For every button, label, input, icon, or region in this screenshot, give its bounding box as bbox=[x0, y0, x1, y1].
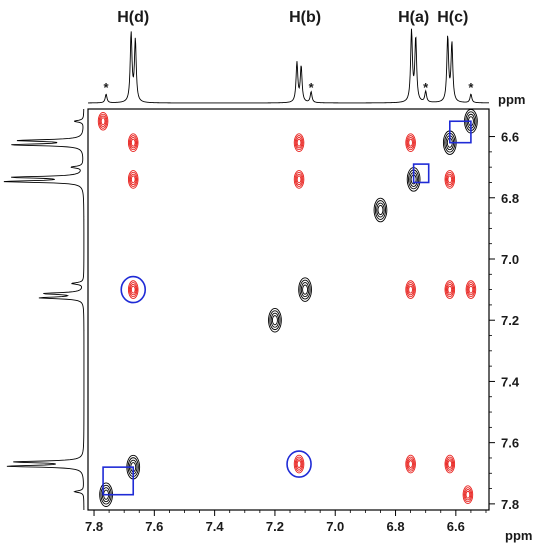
peak-label: H(c) bbox=[437, 9, 468, 26]
x-tick-label: 7.2 bbox=[266, 519, 284, 534]
cross-peak bbox=[127, 133, 139, 152]
peak-label: H(b) bbox=[289, 9, 321, 26]
x-axis-ticks: 7.8 7.6 7.4 7.2 7.0 6.8 6.6 bbox=[85, 510, 487, 534]
impurity-star: * bbox=[104, 80, 110, 95]
cross-peak bbox=[444, 170, 456, 189]
y-tick-label: 7.8 bbox=[501, 497, 519, 512]
x-tick-label: 7.0 bbox=[326, 519, 344, 534]
cross-peak bbox=[444, 454, 456, 474]
top-projection-trace bbox=[88, 28, 490, 104]
cross-peak bbox=[127, 170, 139, 189]
x-tick-label: 7.6 bbox=[145, 519, 163, 534]
plot-frame bbox=[87, 108, 490, 511]
left-projection-spectrum bbox=[3, 108, 85, 511]
cross-peak bbox=[293, 170, 305, 189]
impurity-star: * bbox=[468, 80, 474, 95]
y-tick-label: 7.4 bbox=[501, 374, 520, 389]
peak-labels: H(d) H(b) H(a) H(c) bbox=[117, 9, 468, 26]
cross-peak bbox=[97, 111, 109, 131]
cross-peak bbox=[405, 280, 416, 299]
x-tick-label: 7.4 bbox=[206, 519, 225, 534]
y-tick-label: 7.2 bbox=[501, 313, 519, 328]
highlight-circle bbox=[286, 450, 312, 478]
highlight-box bbox=[449, 120, 472, 144]
diagonal-peak bbox=[298, 277, 312, 302]
contour-peaks bbox=[97, 108, 478, 507]
diagonal-peak bbox=[373, 197, 388, 223]
cross-peak bbox=[293, 133, 305, 152]
y-tick-label: 7.0 bbox=[501, 252, 519, 267]
highlight-box bbox=[412, 163, 430, 184]
impurity-markers: * * * * bbox=[104, 80, 475, 95]
cross-peak bbox=[462, 485, 474, 504]
y-tick-label: 7.6 bbox=[501, 436, 519, 451]
cross-peak bbox=[127, 280, 139, 299]
impurity-star: * bbox=[309, 80, 315, 95]
cross-peak bbox=[293, 454, 305, 474]
peak-label: H(a) bbox=[398, 9, 429, 26]
left-projection-trace bbox=[3, 108, 85, 511]
x-axis-unit-label: ppm bbox=[505, 528, 532, 543]
highlight-annotations bbox=[102, 120, 472, 496]
cross-peak bbox=[444, 280, 456, 299]
y-axis-ticks: 6.6 6.8 7.0 7.2 7.4 7.6 7.8 bbox=[489, 130, 520, 512]
diagonal-peak bbox=[268, 307, 282, 333]
y-axis-unit-label: ppm bbox=[498, 92, 525, 107]
y-tick-label: 6.6 bbox=[501, 130, 519, 145]
highlight-box bbox=[102, 466, 135, 496]
cross-peak bbox=[405, 454, 416, 474]
cross-peak bbox=[405, 133, 416, 152]
peak-label: H(d) bbox=[117, 9, 149, 26]
x-tick-label: 6.6 bbox=[447, 519, 465, 534]
top-projection-spectrum bbox=[88, 28, 490, 104]
impurity-star: * bbox=[423, 80, 429, 95]
highlight-circle bbox=[120, 275, 147, 304]
y-tick-label: 6.8 bbox=[501, 191, 519, 206]
x-tick-label: 6.8 bbox=[386, 519, 404, 534]
x-tick-label: 7.8 bbox=[85, 519, 103, 534]
cross-peak bbox=[465, 280, 477, 299]
